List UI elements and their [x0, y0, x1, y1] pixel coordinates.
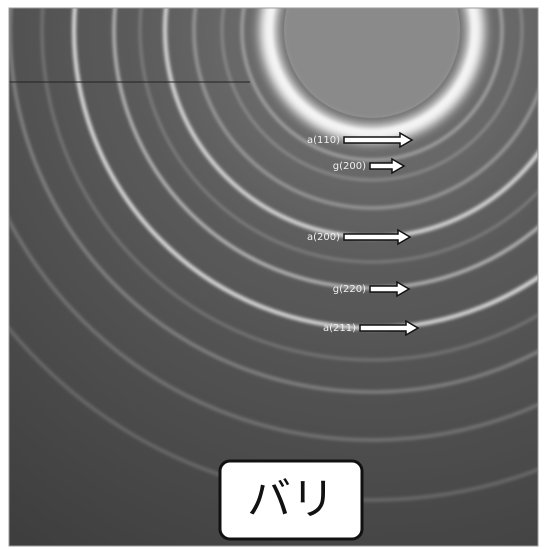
- annotation-label: a(211): [323, 323, 356, 334]
- annotation-label: a(200): [307, 232, 340, 243]
- caption: バリ: [247, 474, 335, 525]
- annotation-label: g(220): [333, 284, 366, 295]
- annotation-label: g(200): [333, 161, 366, 172]
- annotation-label: a(110): [307, 135, 340, 146]
- page: {"annotations": [ {"label": "a(110)"}, {…: [0, 0, 546, 549]
- diffraction-image: a(110) g(200) a(200) g(220) a(211) バリ: [0, 0, 546, 549]
